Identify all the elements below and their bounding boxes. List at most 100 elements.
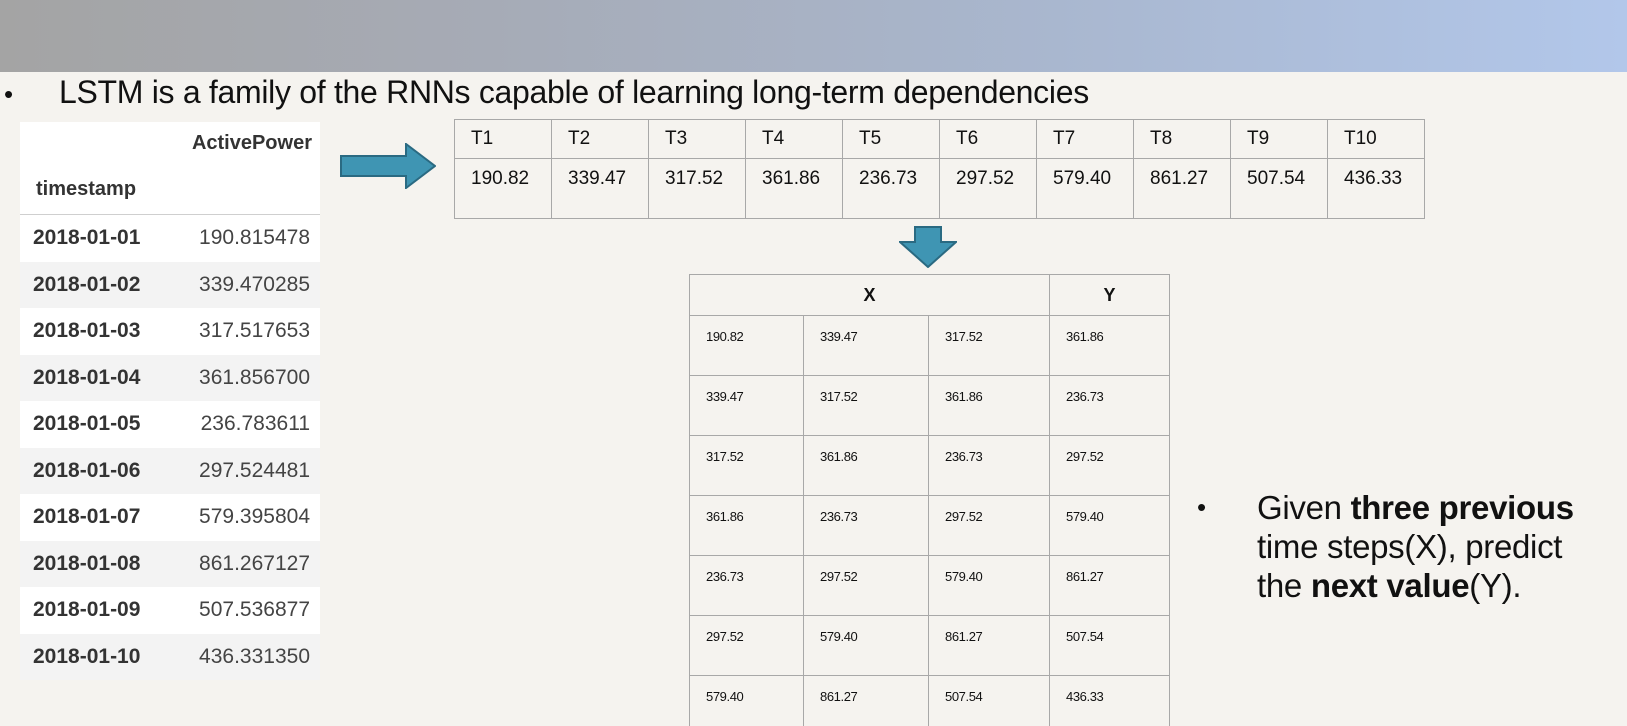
headline: • LSTM is a family of the RNNs capable of… [4,74,1089,111]
x-cell: 297.52 [803,555,929,616]
x-cell: 579.40 [928,555,1050,616]
table-row: 2018-01-05 236.783611 [20,401,320,448]
series-header-cell: T7 [1036,119,1134,159]
x-cell: 297.52 [689,615,804,676]
x-cell: 190.82 [689,315,804,376]
row-value: 436.331350 [199,644,310,668]
series-value-cell: 236.73 [842,158,940,219]
series-value-cell: 190.82 [454,158,552,219]
row-index: 2018-01-08 [33,551,141,575]
y-cell: 579.40 [1049,495,1170,556]
table-row: 190.82 339.47 317.52 361.86 [689,315,1170,376]
row-index: 2018-01-05 [33,412,141,436]
x-cell: 579.40 [689,675,804,726]
row-value: 339.470285 [199,272,310,296]
x-cell: 317.52 [803,375,929,436]
dataframe-header: ActivePower timestamp [20,122,320,215]
row-value: 861.267127 [199,551,310,575]
right-arrow-icon [340,143,436,189]
y-cell: 361.86 [1049,315,1170,376]
series-header-cell: T3 [648,119,746,159]
x-cell: 317.52 [689,435,804,496]
series-value-row: 190.82 339.47 317.52 361.86 236.73 297.52 579.… [454,158,1425,219]
x-cell: 339.47 [803,315,929,376]
row-index: 2018-01-10 [33,644,141,668]
table-row: 2018-01-10 436.331350 [20,633,320,680]
x-cell: 297.52 [928,495,1050,556]
series-value-cell: 861.27 [1133,158,1231,219]
series-header-cell: T5 [842,119,940,159]
table-row: 2018-01-06 297.524481 [20,447,320,494]
x-cell: 236.73 [689,555,804,616]
y-cell: 861.27 [1049,555,1170,616]
series-value-cell: 507.54 [1230,158,1328,219]
bullet-marker: • [4,79,13,109]
bullet-marker: • [1197,492,1206,522]
row-index: 2018-01-03 [33,319,141,343]
y-cell: 236.73 [1049,375,1170,436]
series-value-cell: 579.40 [1036,158,1134,219]
series-table: T1 T2 T3 T4 T5 T6 T7 T8 T9 T10 190.82 339.47 317.52… [454,119,1425,219]
dataframe-rows: 2018-01-01 190.815478 2018-01-02 339.470285… [20,215,320,680]
row-index: 2018-01-06 [33,458,141,482]
table-row: 339.47 317.52 361.86 236.73 [689,375,1170,436]
table-row: 2018-01-09 507.536877 [20,587,320,634]
table-row: 317.52 361.86 236.73 297.52 [689,435,1170,496]
x-cell: 339.47 [689,375,804,436]
series-header-cell: T9 [1230,119,1328,159]
x-cell: 361.86 [803,435,929,496]
table-row: 2018-01-02 339.470285 [20,261,320,308]
side-note: • Given three previous time steps(X), pr… [1197,488,1613,605]
series-header-cell: T1 [454,119,552,159]
series-value-cell: 436.33 [1327,158,1425,219]
y-cell: 507.54 [1049,615,1170,676]
table-row: 236.73 297.52 579.40 861.27 [689,555,1170,616]
dataframe-table: ActivePower timestamp 2018-01-01 190.8154… [20,122,320,680]
row-value: 236.783611 [200,412,310,436]
x-header: X [689,274,1050,316]
row-value: 317.517653 [199,319,310,343]
x-cell: 317.52 [928,315,1050,376]
series-header-row: T1 T2 T3 T4 T5 T6 T7 T8 T9 T10 [454,119,1425,159]
row-index: 2018-01-02 [33,272,141,296]
series-header-cell: T6 [939,119,1037,159]
x-cell: 361.86 [928,375,1050,436]
side-note-part1: Given [1257,489,1351,526]
table-row: 2018-01-01 190.815478 [20,215,320,262]
row-index: 2018-01-04 [33,365,141,389]
series-header-cell: T4 [745,119,843,159]
column-header: ActivePower [191,132,312,154]
row-index: 2018-01-01 [33,226,141,250]
row-value: 579.395804 [199,505,310,529]
row-value: 507.536877 [199,598,310,622]
window-body: 190.82 339.47 317.52 361.86 339.47 317.52 361.… [689,315,1170,726]
series-value-cell: 361.86 [745,158,843,219]
y-header: Y [1049,274,1170,316]
header-band [0,0,1627,72]
side-note-bold2: next value [1310,567,1470,604]
table-row: 2018-01-04 361.856700 [20,354,320,401]
side-note-part3: (Y). [1469,567,1522,604]
series-value-cell: 317.52 [648,158,746,219]
x-cell: 507.54 [928,675,1050,726]
series-value-cell: 339.47 [551,158,649,219]
table-row: 2018-01-08 861.267127 [20,540,320,587]
side-note-part2: time steps(X), predict the [1257,528,1563,604]
series-header-cell: T2 [551,119,649,159]
window-table: X Y 190.82 339.47 317.52 361.86 339.47 317.52… [689,274,1170,726]
side-note-bold1: three previous [1350,489,1575,526]
side-note-text: Given three previous time steps(X), pred… [1257,488,1613,605]
x-cell: 236.73 [928,435,1050,496]
index-name: timestamp [36,178,137,200]
headline-text: LSTM is a family of the RNNs capable of … [59,74,1089,110]
row-index: 2018-01-07 [33,505,141,529]
row-value: 361.856700 [199,365,310,389]
series-header-cell: T8 [1133,119,1231,159]
y-cell: 297.52 [1049,435,1170,496]
series-value-cell: 297.52 [939,158,1037,219]
table-row: 579.40 861.27 507.54 436.33 [689,675,1170,726]
y-cell: 436.33 [1049,675,1170,726]
x-cell: 236.73 [803,495,929,556]
row-index: 2018-01-09 [33,598,141,622]
